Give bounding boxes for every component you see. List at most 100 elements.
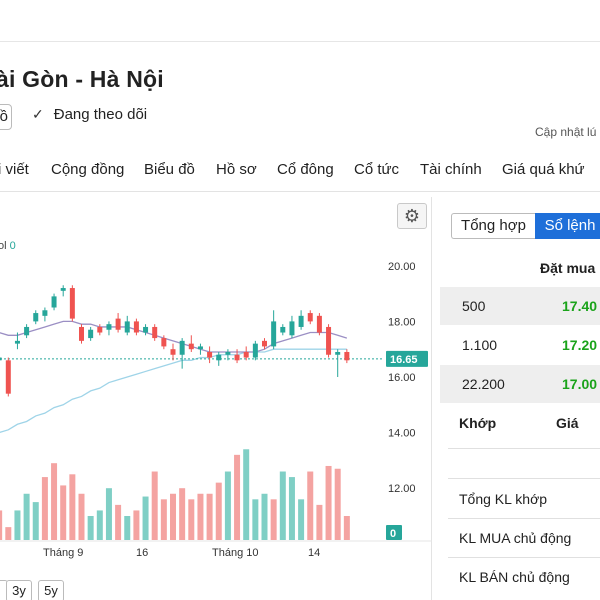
candle-body: [60, 288, 66, 291]
volume-bar: [142, 496, 149, 540]
volume-bar: [14, 510, 21, 540]
candle-body: [97, 326, 103, 333]
volume-bar: [69, 474, 76, 540]
volume-bar: [115, 504, 122, 540]
candle-body: [5, 360, 11, 394]
volume-bar: [298, 499, 305, 540]
candle-body: [24, 326, 30, 336]
volume-bar: [307, 471, 314, 540]
volume-bar: [151, 471, 158, 540]
candle-body: [124, 321, 130, 333]
candle-body: [225, 351, 231, 355]
volume-bar: [5, 527, 12, 540]
tab-posts[interactable]: i viết: [0, 161, 29, 178]
candle-body: [51, 296, 57, 308]
candle-body: [326, 326, 332, 355]
gear-icon: ⚙: [403, 205, 421, 226]
tab-financials[interactable]: Tài chính: [420, 161, 482, 178]
volume-legend-label: ol: [0, 240, 7, 252]
chart-panel: [0, 197, 432, 600]
follow-button[interactable]: ✓ Đang theo dõi: [32, 106, 147, 123]
candle-body: [33, 313, 39, 322]
partial-action-button[interactable]: ồ: [0, 104, 12, 130]
y-tick-label: 14.00: [388, 428, 416, 440]
volume-bar: [261, 493, 268, 540]
tab-summary[interactable]: Tổng hợp: [451, 213, 535, 239]
volume-bar: [343, 516, 350, 540]
candle-body: [79, 326, 84, 341]
divider: [448, 448, 600, 449]
bid-quantity: 1.100: [462, 337, 498, 353]
volume-bar: [105, 488, 112, 540]
volume-bar: [51, 463, 58, 540]
stat-active-sell: KL BÁN chủ động: [459, 569, 570, 585]
candle-body: [234, 354, 240, 361]
tab-dividends[interactable]: Cổ tức: [354, 161, 400, 178]
volume-bar: [170, 493, 176, 540]
stat-total-matched: Tổng KL khớp: [459, 491, 548, 507]
candle-body: [335, 351, 341, 355]
candle-body: [152, 326, 158, 339]
bid-quantity: 22.200: [462, 376, 505, 392]
volume-bar: [234, 454, 241, 540]
y-tick-label: 16.00: [388, 372, 416, 384]
candle-body: [216, 354, 222, 361]
range-button-5y[interactable]: 5y: [38, 580, 64, 600]
tab-community[interactable]: Cộng đồng: [51, 161, 125, 178]
tab-profile[interactable]: Hồ sơ: [216, 161, 257, 178]
candle-body: [115, 318, 121, 330]
divider: [448, 518, 600, 519]
volume-bar: [334, 468, 341, 540]
volume-bar: [179, 488, 186, 540]
volume-bar: [325, 465, 332, 540]
volume-bar: [32, 502, 39, 540]
nav-tabs: i viết Cộng đồng Biểu đồ Hồ sơ Cổ đông C…: [0, 152, 600, 192]
volume-bar: [270, 499, 277, 540]
candle-body: [179, 340, 185, 355]
bid-price: 17.40: [562, 298, 598, 314]
tab-chart[interactable]: Biểu đồ: [144, 161, 195, 178]
candle-body: [69, 288, 75, 319]
volume-badge-label: 0: [390, 528, 396, 540]
x-tick-label: 16: [136, 547, 148, 559]
tab-price-history[interactable]: Giá quá khứ: [502, 161, 585, 178]
volume-badge: [386, 525, 402, 540]
candle-body: [106, 324, 112, 330]
volume-bar: [188, 499, 195, 540]
volume-bar: [316, 504, 323, 540]
volume-bar: [206, 493, 213, 540]
candle-body: [307, 313, 313, 322]
chart-settings-button[interactable]: ⚙: [397, 203, 427, 229]
candle-body: [316, 315, 322, 333]
tab-order-book[interactable]: Sổ lệnh: [535, 213, 600, 239]
volume-bar: [133, 510, 140, 540]
order-book-row: 500 17.40: [440, 287, 600, 325]
tab-shareholders[interactable]: Cổ đông: [277, 161, 334, 178]
volume-bar: [78, 493, 85, 540]
candle-body: [243, 351, 249, 358]
price-chart[interactable]: 20.00 18.00 16.00 14.00 12.00 16.65 0 Tháng 9 16…: [0, 0, 432, 600]
volume-bar: [0, 510, 3, 540]
candle-body: [298, 315, 304, 327]
top-bar: [0, 0, 600, 42]
volume-bar: [288, 477, 295, 540]
volume-bar: [252, 499, 259, 540]
x-tick-label: 14: [308, 547, 320, 559]
divider: [448, 478, 600, 479]
volume-bar: [23, 493, 30, 540]
volume-bar: [279, 471, 286, 540]
price-column-header: Giá: [556, 415, 579, 431]
bid-price: 17.00: [562, 376, 598, 392]
check-icon: ✓: [32, 106, 44, 122]
range-button-3y[interactable]: 3y: [6, 580, 32, 600]
volume-bar: [224, 471, 231, 540]
x-tick-label: Tháng 10: [212, 547, 258, 559]
volume-bar: [60, 485, 67, 540]
volume-bar: [243, 449, 250, 540]
candle-body: [143, 326, 149, 333]
candle-body: [271, 321, 277, 347]
volume-bar: [160, 499, 167, 540]
volume-bar: [96, 510, 103, 540]
match-column-header: Khớp: [459, 415, 497, 431]
